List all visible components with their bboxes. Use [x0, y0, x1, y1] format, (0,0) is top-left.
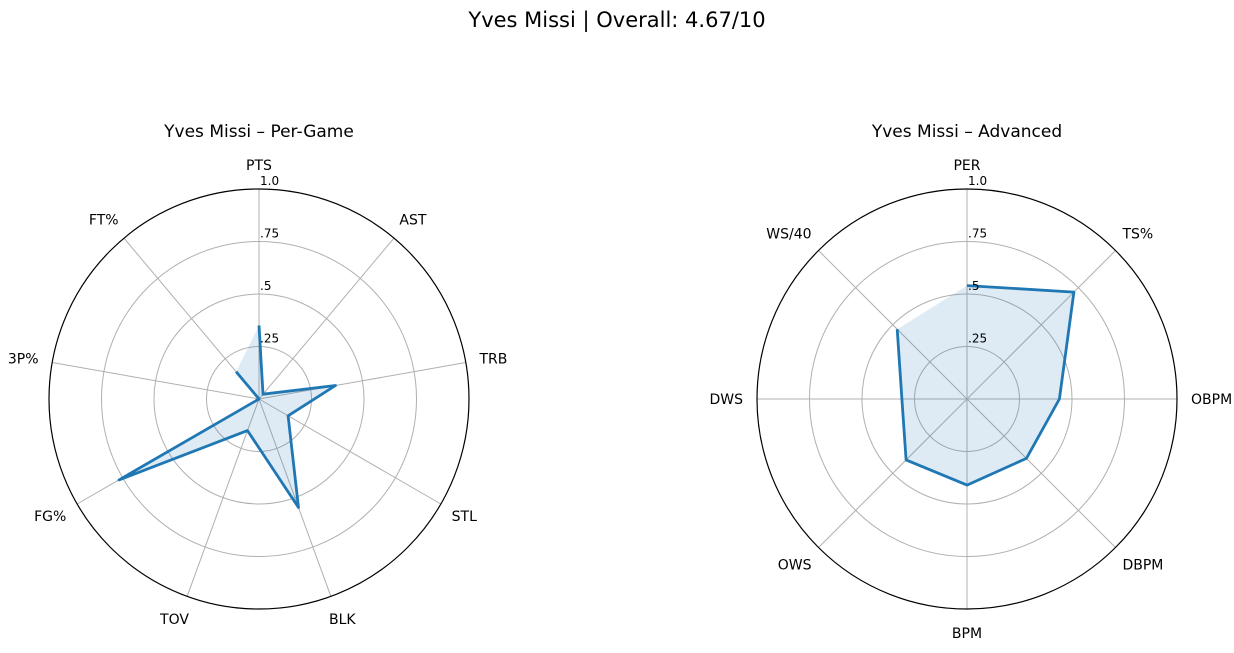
r-tick-label: .75 — [968, 227, 987, 241]
radar-frame — [756, 188, 1178, 610]
category-label-stl: STL — [452, 509, 477, 525]
category-label-dbpm: DBPM — [1122, 557, 1163, 573]
grid-spoke — [818, 398, 968, 548]
grid-spoke — [52, 362, 260, 400]
category-label-ows: OWS — [778, 557, 812, 573]
category-label-ft-pct: FT% — [89, 213, 119, 229]
category-label-tov: TOV — [159, 612, 189, 628]
category-label-bpm: BPM — [952, 626, 982, 642]
r-tick-label: .75 — [260, 227, 279, 241]
category-label-ast: AST — [399, 213, 426, 229]
r-tick-label: 1.0 — [968, 174, 987, 188]
chart-title-per-game: Yves Missi – Per-Game — [163, 122, 354, 142]
category-label-fg-pct: FG% — [34, 509, 66, 525]
series-area — [897, 285, 1074, 486]
category-label-dws: DWS — [709, 392, 743, 408]
category-label-blk: BLK — [329, 612, 356, 628]
category-label-3p-pct: 3P% — [8, 351, 39, 367]
category-label-trb: TRB — [478, 351, 507, 367]
category-label-ts-pct: TS% — [1121, 227, 1153, 243]
radar-grid — [757, 189, 1177, 609]
grid-spoke — [258, 398, 332, 597]
grid-spoke — [966, 398, 1116, 548]
series-line — [117, 325, 337, 509]
r-tick-label: .5 — [968, 279, 979, 293]
grid-spoke — [258, 237, 395, 400]
series-line — [895, 284, 1076, 487]
r-tick-label: .25 — [260, 332, 279, 346]
category-label-ws-40: WS/40 — [766, 227, 811, 243]
radar-frame — [48, 188, 470, 610]
category-label-pts: PTS — [246, 158, 272, 174]
figure-title: Yves Missi | Overall: 4.67/10 — [468, 8, 766, 32]
grid-spoke — [818, 250, 968, 400]
r-tick-label: 1.0 — [260, 174, 279, 188]
r-tick-label: .5 — [260, 279, 271, 293]
series-area — [119, 325, 336, 508]
r-tick-label: .25 — [968, 332, 987, 346]
grid-spoke — [258, 362, 466, 400]
category-label-per: PER — [953, 158, 980, 174]
grid-spoke — [966, 250, 1116, 400]
chart-title-advanced: Yves Missi – Advanced — [871, 122, 1062, 142]
category-label-obpm: OBPM — [1191, 392, 1232, 408]
